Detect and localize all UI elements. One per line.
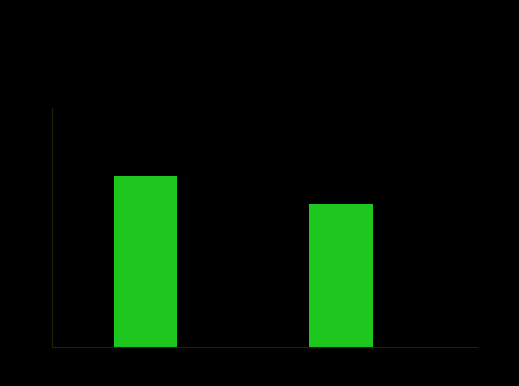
Bar: [114, 176, 177, 347]
Bar: [309, 204, 373, 347]
